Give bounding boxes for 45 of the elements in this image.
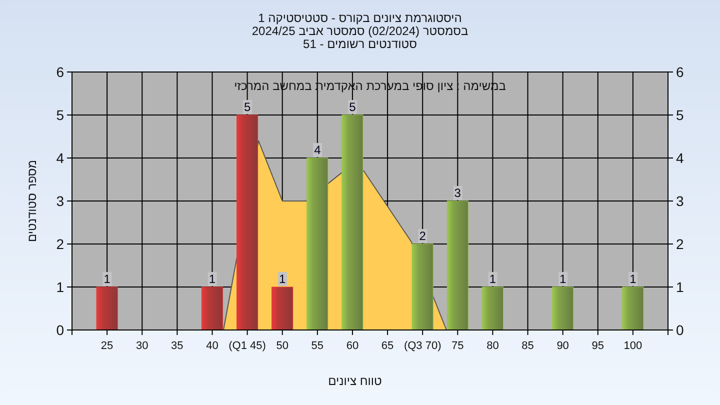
- x-tick-label: 75: [452, 340, 464, 352]
- x-tick-label: 100: [624, 340, 642, 352]
- y-tick-label: 4: [56, 150, 64, 166]
- x-tick-label: 80: [486, 340, 499, 352]
- x-tick-label: (Q3 70): [404, 340, 442, 352]
- data-label: 1: [630, 272, 637, 286]
- x-tick-label: 50: [276, 340, 288, 352]
- data-label: 1: [559, 272, 566, 286]
- y2-tick-label: 1: [676, 279, 684, 295]
- x-tick-label: 85: [522, 340, 534, 352]
- y2-tick-label: 3: [676, 193, 684, 209]
- data-label: 1: [279, 272, 286, 286]
- chart-subtitle: בסמסטר (02/2024) סמסטר אביב 2024/25 סטודנטים רשומים - 51: [252, 24, 468, 51]
- chart-title: היסטוגרמת ציונים בקורס - סטטיסטיקה 1: [258, 11, 462, 25]
- x-tick-label: 30: [136, 340, 148, 352]
- y-tick-label: 0: [56, 322, 64, 338]
- x-tick-label: 25: [100, 340, 114, 352]
- y-tick-label: 6: [56, 64, 64, 80]
- data-label: 1: [489, 272, 496, 286]
- y-tick-label: 5: [56, 107, 64, 123]
- x-tick-label: 65: [381, 340, 394, 352]
- y-tick-label: 1: [56, 279, 64, 295]
- x-tick-label: 60: [346, 340, 359, 352]
- y-tick-label: 2: [56, 236, 64, 252]
- x-tick-label: 90: [556, 340, 569, 352]
- y2-tick-label: 2: [676, 236, 684, 252]
- data-label: 1: [104, 272, 111, 286]
- data-label: 4: [314, 143, 322, 157]
- x-axis-title: טווח ציונים: [328, 374, 382, 388]
- x-tick-label: 95: [592, 340, 604, 352]
- data-label: 3: [454, 186, 462, 200]
- x-tick-label: 35: [171, 340, 184, 352]
- x-tick-label: (Q1 45): [228, 340, 266, 352]
- data-label: 5: [349, 100, 356, 114]
- y2-tick-label: 5: [676, 107, 684, 123]
- y2-tick-label: 4: [676, 150, 684, 166]
- data-label: 2: [419, 229, 426, 243]
- x-tick-label: 55: [311, 340, 324, 352]
- y2-tick-label: 0: [676, 322, 684, 338]
- y2-tick-label: 6: [676, 64, 684, 80]
- data-label: 1: [208, 272, 216, 286]
- data-label: 5: [244, 100, 251, 114]
- y-axis-title: מספר סטודנטים: [25, 160, 39, 242]
- x-tick-label: 40: [206, 340, 218, 352]
- y-tick-label: 3: [56, 193, 64, 209]
